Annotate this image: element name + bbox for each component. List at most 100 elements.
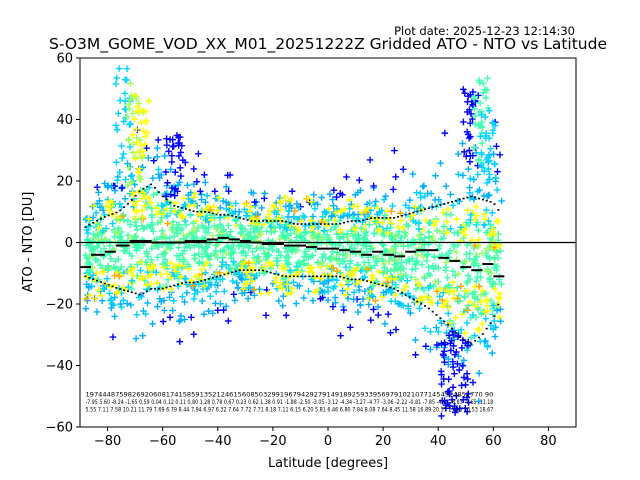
scatter-point bbox=[412, 351, 419, 359]
std-band-marker bbox=[103, 282, 106, 285]
std-band-marker bbox=[177, 283, 180, 286]
scatter-spike-point bbox=[129, 131, 137, 139]
scatter-point bbox=[453, 215, 460, 223]
scatter-spike-point bbox=[474, 92, 482, 99]
scatter-point bbox=[426, 299, 434, 306]
scatter-point bbox=[125, 283, 132, 291]
scatter-spike-point bbox=[463, 152, 470, 160]
std-band-marker bbox=[315, 223, 318, 225]
scatter-point bbox=[107, 255, 115, 262]
scatter-point bbox=[238, 290, 246, 297]
scatter-point bbox=[432, 172, 439, 180]
scatter-point bbox=[416, 305, 423, 312]
scatter-point bbox=[346, 196, 354, 204]
y-axis-label: ATO - NTO [DU] bbox=[21, 192, 36, 293]
scatter-point bbox=[486, 275, 493, 283]
scatter-point bbox=[366, 199, 373, 207]
scatter-point bbox=[93, 270, 100, 277]
std-band-marker bbox=[423, 305, 426, 307]
scatter-point bbox=[206, 276, 213, 284]
std-band-marker bbox=[335, 275, 338, 278]
scatter-point bbox=[150, 157, 158, 164]
std-band-marker bbox=[119, 209, 122, 212]
scatter-point bbox=[249, 248, 256, 255]
scatter-point bbox=[349, 215, 357, 222]
scatter-point bbox=[432, 238, 439, 245]
scatter-point bbox=[242, 252, 250, 259]
scatter-point bbox=[415, 220, 422, 227]
scatter-point bbox=[173, 252, 181, 260]
scatter-point bbox=[317, 259, 325, 267]
scatter-point bbox=[257, 290, 265, 297]
std-band-marker bbox=[130, 199, 133, 201]
scatter-point bbox=[387, 275, 395, 282]
scatter-point bbox=[446, 320, 453, 327]
std-band-marker bbox=[331, 275, 334, 278]
scatter-point bbox=[261, 190, 269, 197]
scatter-spike-point bbox=[470, 95, 478, 103]
scatter-point bbox=[472, 295, 479, 302]
scatter-spike-point bbox=[440, 348, 448, 355]
scatter-point bbox=[145, 265, 153, 272]
scatter-point bbox=[172, 267, 179, 275]
scatter-point bbox=[483, 296, 491, 303]
scatter-point bbox=[417, 194, 424, 201]
scatter-point bbox=[465, 301, 473, 309]
scatter-point bbox=[342, 291, 349, 299]
scatter-point bbox=[164, 220, 171, 227]
scatter-point bbox=[161, 152, 169, 160]
scatter-spike-point bbox=[479, 123, 486, 131]
scatter-point bbox=[453, 284, 461, 292]
std-band-marker bbox=[204, 210, 207, 213]
std-band-marker bbox=[435, 314, 438, 316]
scatter-spike-point bbox=[466, 106, 473, 113]
std-band-marker bbox=[84, 275, 87, 278]
scatter-point bbox=[242, 212, 250, 220]
scatter-spike-point bbox=[455, 366, 463, 374]
scatter-point bbox=[220, 288, 228, 295]
scatter-point bbox=[475, 283, 483, 290]
std-band-marker bbox=[451, 200, 453, 203]
scatter-spike-point bbox=[113, 158, 120, 166]
std-band-marker bbox=[192, 210, 195, 212]
scatter-point bbox=[340, 234, 347, 241]
std-band-marker bbox=[277, 273, 280, 276]
scatter-point bbox=[291, 207, 299, 215]
scatter-point bbox=[474, 273, 481, 281]
scatter-point bbox=[311, 274, 319, 282]
scatter-point bbox=[198, 191, 205, 198]
std-band-marker bbox=[412, 298, 415, 301]
scatter-point bbox=[314, 259, 322, 266]
scatter-spike-point bbox=[471, 112, 479, 120]
scatter-point bbox=[185, 195, 192, 203]
scatter-point bbox=[309, 297, 317, 304]
scatter-point bbox=[102, 225, 110, 232]
scatter-point bbox=[284, 197, 292, 205]
scatter-point bbox=[89, 271, 97, 279]
scatter-point bbox=[107, 297, 114, 304]
scatter-point bbox=[394, 223, 402, 231]
std-band-marker bbox=[366, 280, 369, 282]
std-band-marker bbox=[416, 300, 419, 303]
scatter-point bbox=[391, 242, 398, 250]
scatter-point bbox=[348, 227, 355, 235]
scatter-point bbox=[475, 397, 483, 405]
scatter-point bbox=[265, 214, 272, 222]
scatter-point bbox=[187, 314, 195, 321]
scatter-point bbox=[436, 242, 443, 249]
scatter-point bbox=[281, 265, 289, 273]
scatter-point bbox=[432, 218, 440, 225]
scatter-point bbox=[344, 252, 351, 259]
scatter-point bbox=[348, 272, 356, 280]
scatter-point bbox=[392, 326, 400, 333]
scatter-point bbox=[479, 320, 486, 328]
scatter-point bbox=[493, 307, 501, 314]
scatter-spike-point bbox=[470, 143, 478, 151]
scatter-point bbox=[419, 226, 426, 234]
scatter-point bbox=[131, 206, 139, 214]
scatter-point bbox=[184, 182, 191, 189]
scatter-point bbox=[205, 307, 212, 315]
scatter-spike-point bbox=[162, 193, 170, 200]
scatter-spike-point bbox=[447, 347, 455, 354]
std-band-marker bbox=[92, 278, 95, 280]
